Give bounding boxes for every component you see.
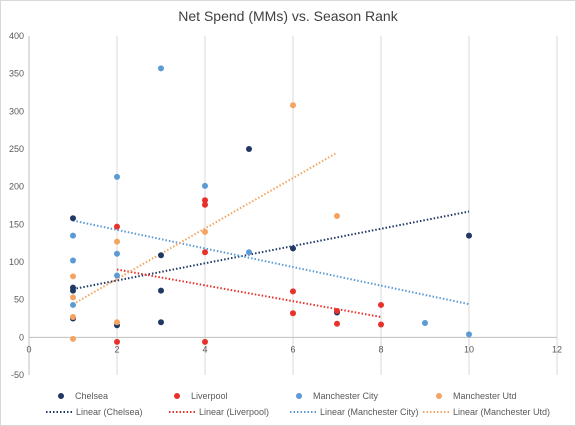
data-point-series-1 [114, 223, 120, 230]
x-tick-label: 0 [26, 344, 31, 354]
data-point-series-3 [70, 335, 76, 342]
data-point-series-1 [202, 338, 208, 345]
data-point-series-2 [466, 331, 472, 338]
legend-trend-label: Linear (Manchester Utd) [453, 407, 550, 417]
data-point-series-0 [158, 287, 164, 294]
legend-marker [296, 393, 302, 399]
data-point-series-1 [114, 338, 120, 345]
x-tick-label: 10 [464, 344, 474, 354]
data-point-series-3 [70, 273, 76, 280]
legend-trend-label: Linear (Manchester City) [320, 407, 419, 417]
legend-label: Manchester City [313, 391, 379, 401]
legend-marker [436, 393, 442, 399]
x-tick-label: 12 [552, 344, 562, 354]
data-point-series-0 [246, 146, 252, 152]
data-point-series-0 [158, 252, 164, 259]
axes: -50 0 50 100 150 200 250 300 350 400 0 2 4 6 8 10 12 [9, 31, 562, 380]
data-point-series-0 [290, 245, 296, 252]
data-point-series-3 [114, 319, 120, 326]
data-point-series-1 [202, 249, 208, 256]
data-point-series-2 [246, 249, 252, 256]
data-point-series-2 [422, 320, 428, 327]
chart-title: Net Spend (MMs) vs. Season Rank [178, 8, 398, 24]
legend-marker [58, 393, 64, 399]
data-point-series-1 [290, 288, 296, 295]
data-point-series-1 [334, 320, 340, 327]
y-tick-label: 50 [14, 295, 24, 305]
data-point-series-1 [334, 307, 340, 314]
trendline-0 [72, 210, 470, 291]
data-point-series-2 [114, 173, 120, 180]
trendline-2 [72, 219, 470, 306]
data-points [70, 65, 472, 345]
data-point-series-1 [378, 321, 384, 328]
data-point-series-1 [378, 301, 384, 308]
y-tick-label: 100 [9, 257, 24, 267]
y-tick-label: 250 [9, 144, 24, 154]
data-point-series-1 [202, 201, 208, 208]
x-tick-label: 6 [290, 344, 295, 354]
data-point-series-3 [70, 313, 76, 320]
legend-label: Chelsea [75, 391, 108, 401]
legend-marker [174, 393, 180, 399]
grid [116, 36, 558, 375]
trendline-1 [116, 268, 382, 318]
data-point-series-1 [290, 310, 296, 317]
y-tick-label: 400 [9, 31, 24, 41]
trendlines [72, 151, 470, 318]
data-point-series-2 [70, 301, 76, 308]
legend: Chelsea Liverpool Manchester City Mancheste… [46, 391, 550, 417]
legend-trend-label: Linear (Chelsea) [76, 407, 143, 417]
legend-trend-label: Linear (Liverpool) [199, 407, 269, 417]
x-tick-label: 4 [202, 344, 207, 354]
y-tick-label: 200 [9, 182, 24, 192]
data-point-series-2 [114, 250, 120, 257]
x-tick-label: 8 [378, 344, 383, 354]
y-tick-label: 350 [9, 69, 24, 79]
data-point-series-0 [70, 287, 76, 294]
data-point-series-2 [114, 272, 120, 279]
data-point-series-0 [70, 215, 76, 222]
data-point-series-2 [70, 257, 76, 264]
legend-label: Liverpool [191, 391, 228, 401]
data-point-series-3 [70, 294, 76, 301]
data-point-series-3 [202, 228, 208, 235]
data-point-series-0 [158, 319, 164, 326]
data-point-series-2 [70, 232, 76, 239]
data-point-series-0 [466, 232, 472, 239]
data-point-series-3 [290, 102, 296, 109]
y-tick-label: 0 [19, 332, 24, 342]
y-tick-label: 150 [9, 219, 24, 229]
data-point-series-3 [114, 238, 120, 245]
data-point-series-2 [202, 182, 208, 189]
legend-label: Manchester Utd [453, 391, 517, 401]
data-point-series-2 [158, 65, 164, 72]
data-point-series-3 [334, 213, 340, 220]
y-tick-label: -50 [11, 370, 24, 380]
x-tick-label: 2 [114, 344, 119, 354]
y-tick-label: 300 [9, 106, 24, 116]
data-point-series-1 [202, 197, 208, 204]
